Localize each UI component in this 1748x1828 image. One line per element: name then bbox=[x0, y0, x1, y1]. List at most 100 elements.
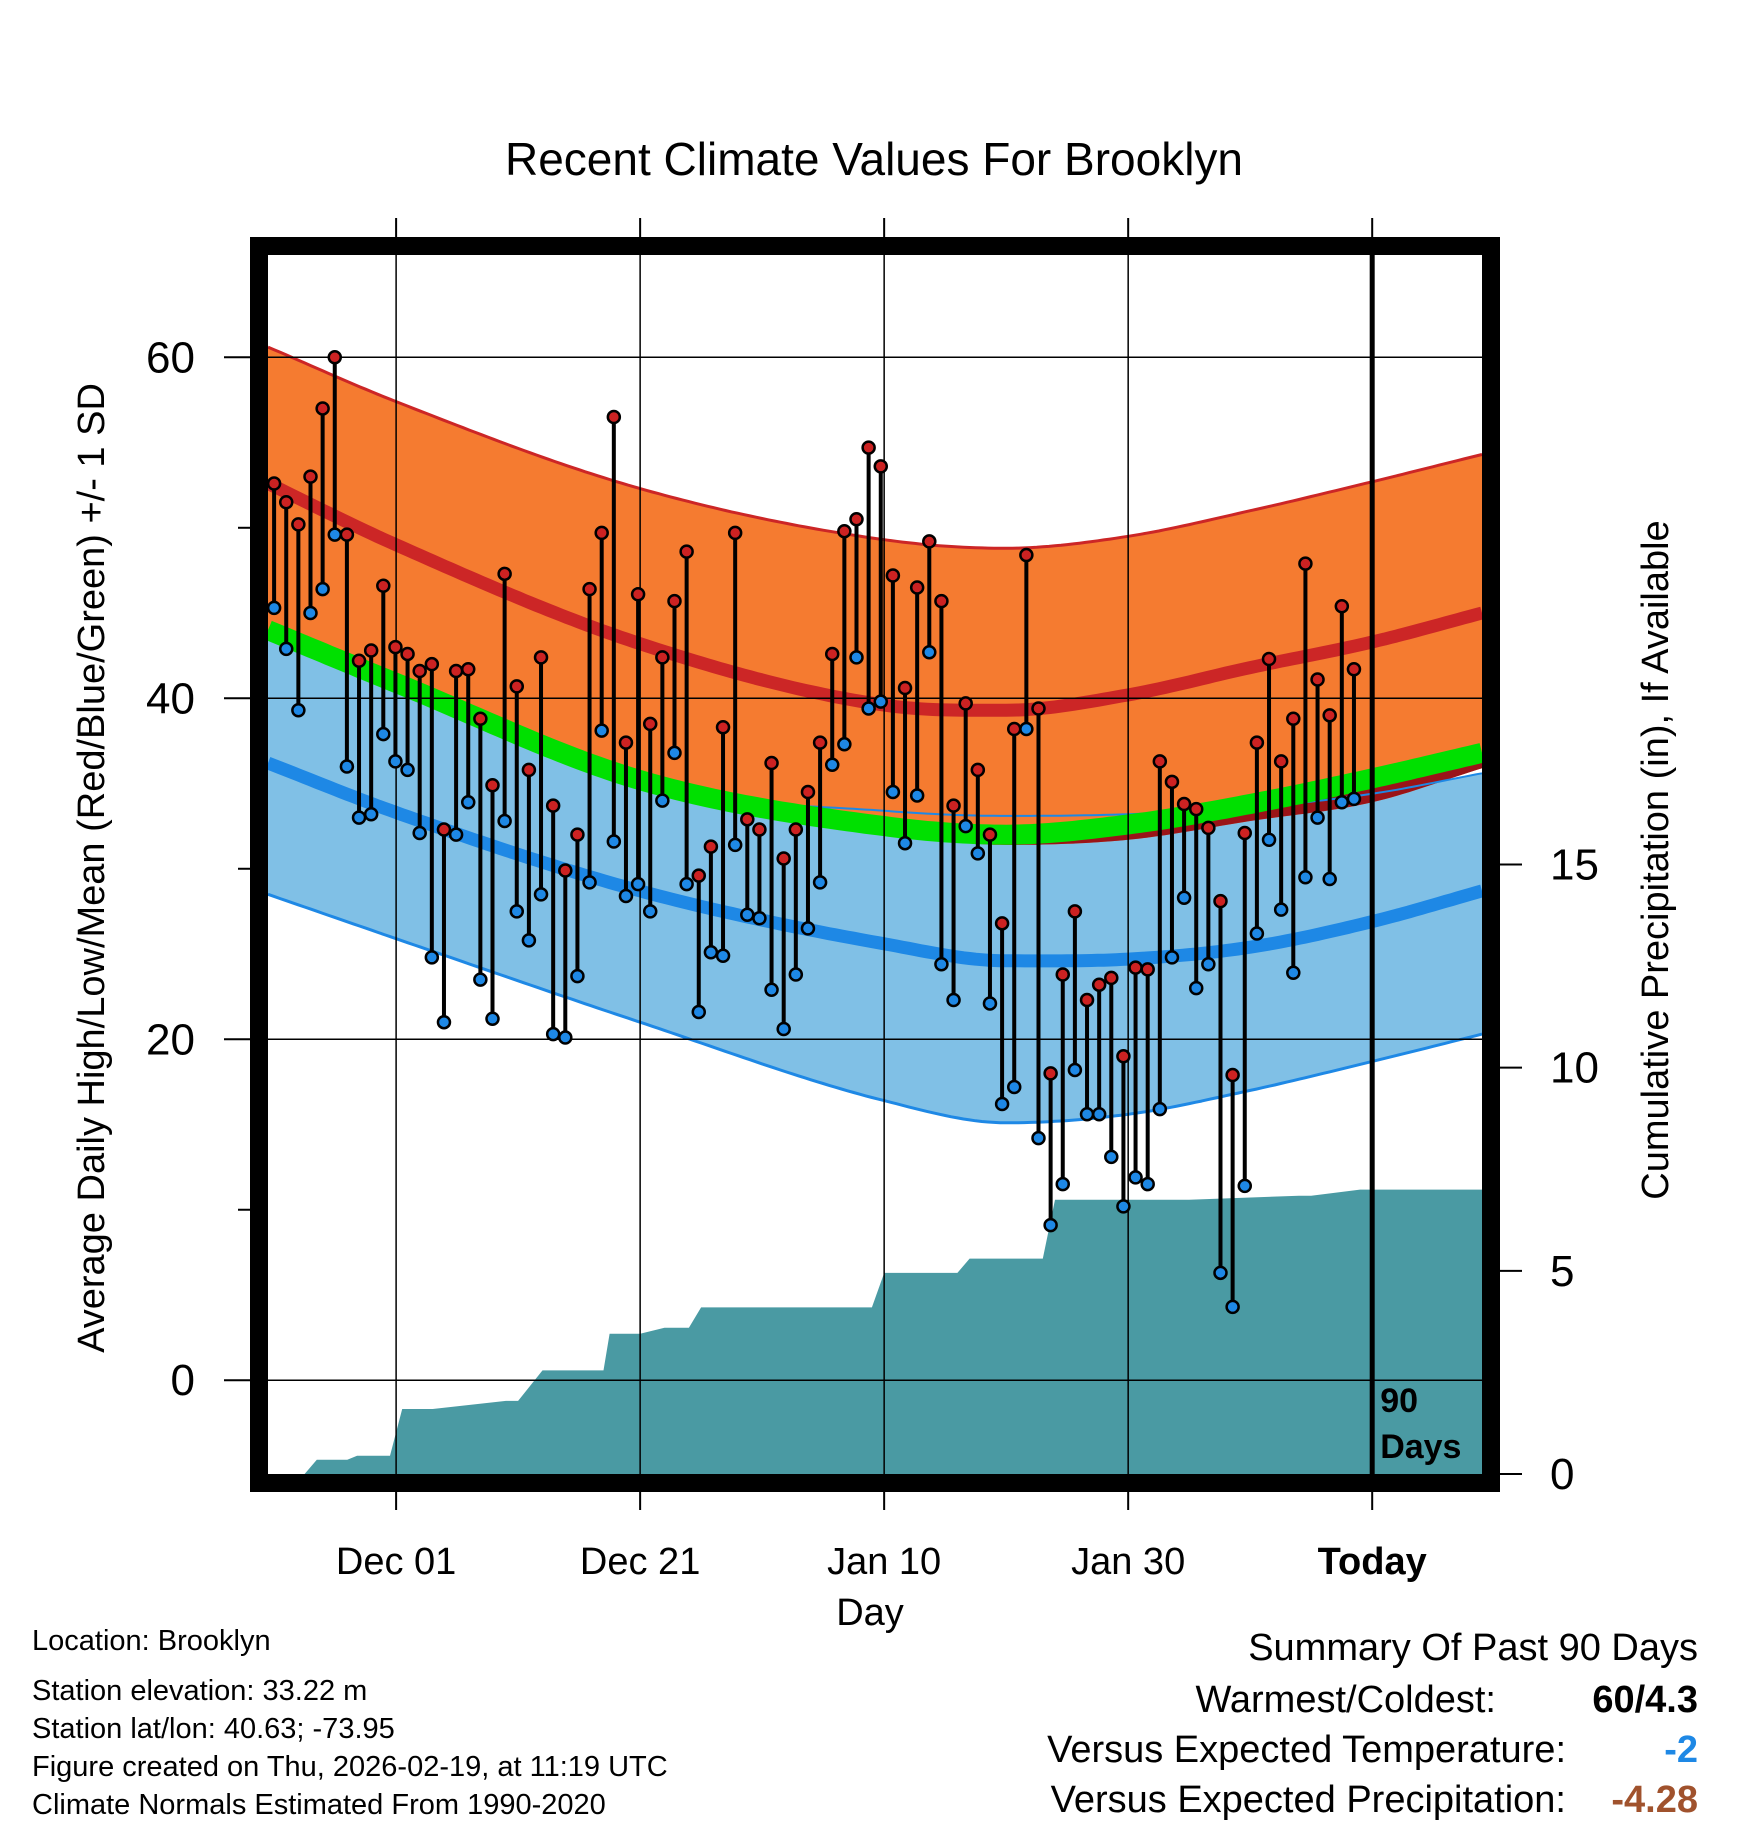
chart-title: Recent Climate Values For Brooklyn bbox=[505, 133, 1243, 185]
daily-low-point-18 bbox=[485, 1011, 500, 1027]
daily-low-point-4 bbox=[315, 581, 330, 597]
daily-high-point-59 bbox=[982, 827, 998, 842]
daily-low-point-76 bbox=[1188, 980, 1204, 996]
daily-low-point-71 bbox=[1128, 1170, 1143, 1185]
today-days-number: 90 bbox=[1380, 1382, 1418, 1420]
daily-high-point-86 bbox=[1310, 672, 1325, 687]
daily-high-point-77 bbox=[1201, 820, 1216, 836]
daily-high-point-1 bbox=[278, 494, 294, 510]
daily-low-point-23 bbox=[545, 1026, 561, 1042]
x-tick-label-40: Jan 10 bbox=[827, 1541, 941, 1583]
daily-low-point-3 bbox=[303, 605, 318, 621]
y-tick-label-0: 0 bbox=[171, 1356, 195, 1405]
daily-high-point-14 bbox=[436, 822, 452, 837]
info-created: Figure created on Thu, 2026-02-19, at 11… bbox=[32, 1751, 668, 1783]
daily-low-point-14 bbox=[436, 1014, 452, 1030]
daily-high-point-16 bbox=[460, 662, 476, 677]
daily-low-point-39 bbox=[740, 907, 755, 923]
daily-high-point-0 bbox=[266, 476, 282, 491]
daily-high-point-12 bbox=[412, 663, 427, 679]
daily-high-point-89 bbox=[1346, 662, 1362, 677]
daily-low-point-26 bbox=[582, 875, 597, 890]
daily-low-point-67 bbox=[1079, 1107, 1095, 1122]
daily-high-point-19 bbox=[497, 566, 512, 582]
y2-tick-label-15: 15 bbox=[1550, 841, 1599, 890]
daily-high-point-70 bbox=[1116, 1049, 1131, 1064]
daily-high-point-76 bbox=[1188, 801, 1204, 817]
daily-low-point-7 bbox=[351, 810, 367, 825]
daily-high-point-55 bbox=[934, 593, 949, 609]
daily-low-point-22 bbox=[533, 887, 549, 902]
daily-high-point-2 bbox=[291, 517, 306, 532]
daily-low-point-40 bbox=[752, 910, 767, 926]
daily-high-point-23 bbox=[545, 798, 561, 813]
y-tick-label-20: 20 bbox=[146, 1015, 195, 1064]
daily-high-point-50 bbox=[873, 459, 889, 474]
daily-high-point-13 bbox=[424, 656, 440, 672]
daily-high-point-38 bbox=[727, 525, 743, 541]
daily-high-point-34 bbox=[679, 544, 694, 559]
daily-high-point-47 bbox=[837, 523, 852, 539]
daily-high-point-25 bbox=[570, 827, 585, 842]
y-axis-label: Average Daily High/Low/Mean (Red/Blue/Gr… bbox=[71, 383, 113, 1353]
daily-high-point-27 bbox=[594, 525, 609, 541]
daily-low-point-8 bbox=[363, 806, 379, 822]
daily-low-point-61 bbox=[1006, 1079, 1022, 1095]
y2-tick-label-0: 0 bbox=[1550, 1450, 1574, 1499]
daily-low-point-83 bbox=[1273, 902, 1289, 917]
summary-temp-value: -2 bbox=[1664, 1729, 1698, 1771]
daily-low-point-62 bbox=[1019, 721, 1034, 737]
daily-low-point-45 bbox=[812, 875, 828, 890]
daily-high-point-75 bbox=[1176, 796, 1192, 812]
daily-high-point-65 bbox=[1055, 967, 1071, 982]
daily-low-point-28 bbox=[606, 834, 622, 849]
daily-high-point-17 bbox=[473, 711, 488, 726]
daily-high-point-63 bbox=[1031, 701, 1046, 716]
daily-high-point-26 bbox=[582, 581, 597, 597]
daily-low-point-15 bbox=[448, 827, 464, 842]
daily-high-point-56 bbox=[946, 798, 961, 813]
daily-high-point-53 bbox=[909, 580, 925, 595]
daily-high-point-80 bbox=[1237, 825, 1253, 841]
daily-low-point-53 bbox=[909, 788, 925, 803]
daily-low-point-59 bbox=[982, 996, 998, 1011]
daily-low-point-52 bbox=[897, 835, 913, 851]
daily-high-point-84 bbox=[1286, 711, 1301, 726]
daily-low-point-77 bbox=[1201, 956, 1216, 972]
daily-high-point-9 bbox=[376, 578, 391, 593]
daily-low-point-54 bbox=[922, 644, 937, 660]
daily-high-point-62 bbox=[1019, 547, 1034, 563]
daily-low-point-6 bbox=[339, 759, 355, 774]
daily-high-point-30 bbox=[630, 587, 646, 602]
high-upper-edge bbox=[267, 345, 1483, 550]
daily-high-point-81 bbox=[1249, 735, 1265, 750]
daily-low-point-11 bbox=[400, 762, 415, 778]
daily-high-point-32 bbox=[655, 650, 670, 665]
daily-low-point-56 bbox=[946, 992, 961, 1008]
daily-low-point-58 bbox=[970, 846, 986, 861]
daily-high-point-36 bbox=[703, 839, 719, 854]
daily-high-point-21 bbox=[521, 762, 537, 778]
daily-low-point-0 bbox=[266, 600, 282, 616]
daily-low-point-80 bbox=[1237, 1178, 1253, 1194]
daily-high-point-22 bbox=[533, 650, 549, 665]
daily-low-point-55 bbox=[934, 956, 949, 972]
daily-high-point-48 bbox=[849, 512, 864, 527]
daily-low-point-21 bbox=[521, 933, 537, 948]
daily-low-point-64 bbox=[1043, 1217, 1058, 1233]
daily-high-point-52 bbox=[897, 680, 913, 696]
daily-low-point-88 bbox=[1334, 795, 1350, 810]
daily-low-point-68 bbox=[1091, 1107, 1107, 1122]
daily-low-point-31 bbox=[642, 904, 658, 919]
low-lower-edge bbox=[267, 892, 1483, 1125]
daily-high-point-78 bbox=[1213, 893, 1228, 909]
daily-low-point-84 bbox=[1286, 965, 1301, 981]
daily-low-point-86 bbox=[1310, 810, 1325, 825]
daily-high-point-68 bbox=[1091, 977, 1107, 992]
daily-low-point-74 bbox=[1164, 950, 1180, 965]
daily-high-point-57 bbox=[958, 696, 973, 711]
daily-low-point-73 bbox=[1152, 1101, 1168, 1117]
daily-low-point-17 bbox=[473, 972, 488, 987]
daily-low-point-33 bbox=[667, 745, 682, 761]
